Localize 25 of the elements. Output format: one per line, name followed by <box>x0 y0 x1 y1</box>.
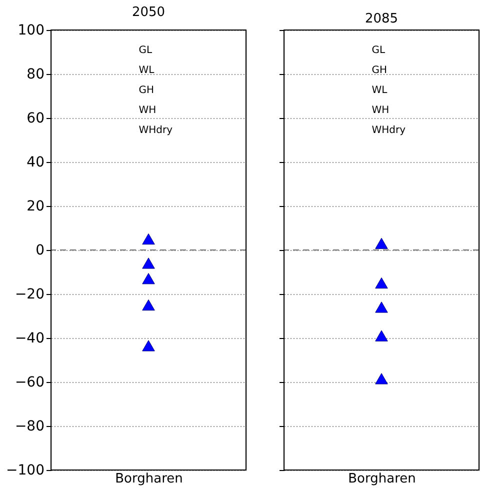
x-tick-label: Borgharen <box>115 472 183 486</box>
annotation: GH <box>372 65 388 76</box>
annotation: WHdry <box>372 125 406 136</box>
annotation: WH <box>138 105 156 116</box>
y-tick-label: −60 <box>14 374 44 390</box>
y-tick-label: 20 <box>26 198 44 214</box>
y-tick-label: 0 <box>36 242 44 258</box>
y-tick-label: −80 <box>14 418 44 434</box>
annotation: GL <box>138 45 152 56</box>
y-tick-label: 100 <box>18 22 44 38</box>
y-tick-label: −40 <box>14 330 44 346</box>
y-tick-label: −100 <box>6 462 44 478</box>
annotation: WH <box>372 105 390 116</box>
chart-title: 2050 <box>132 5 166 20</box>
y-tick-label: 60 <box>26 110 44 126</box>
annotation: GL <box>372 45 386 56</box>
y-tick-label: 80 <box>26 66 44 82</box>
x-tick-label: Borgharen <box>348 472 416 486</box>
chart-title: 2085 <box>364 12 398 26</box>
annotation: WL <box>138 65 155 76</box>
y-tick-label: 40 <box>26 154 44 170</box>
annotation: WHdry <box>138 125 173 136</box>
y-tick-label: −20 <box>14 286 44 302</box>
annotation: WL <box>372 85 388 96</box>
annotation: GH <box>138 85 154 96</box>
